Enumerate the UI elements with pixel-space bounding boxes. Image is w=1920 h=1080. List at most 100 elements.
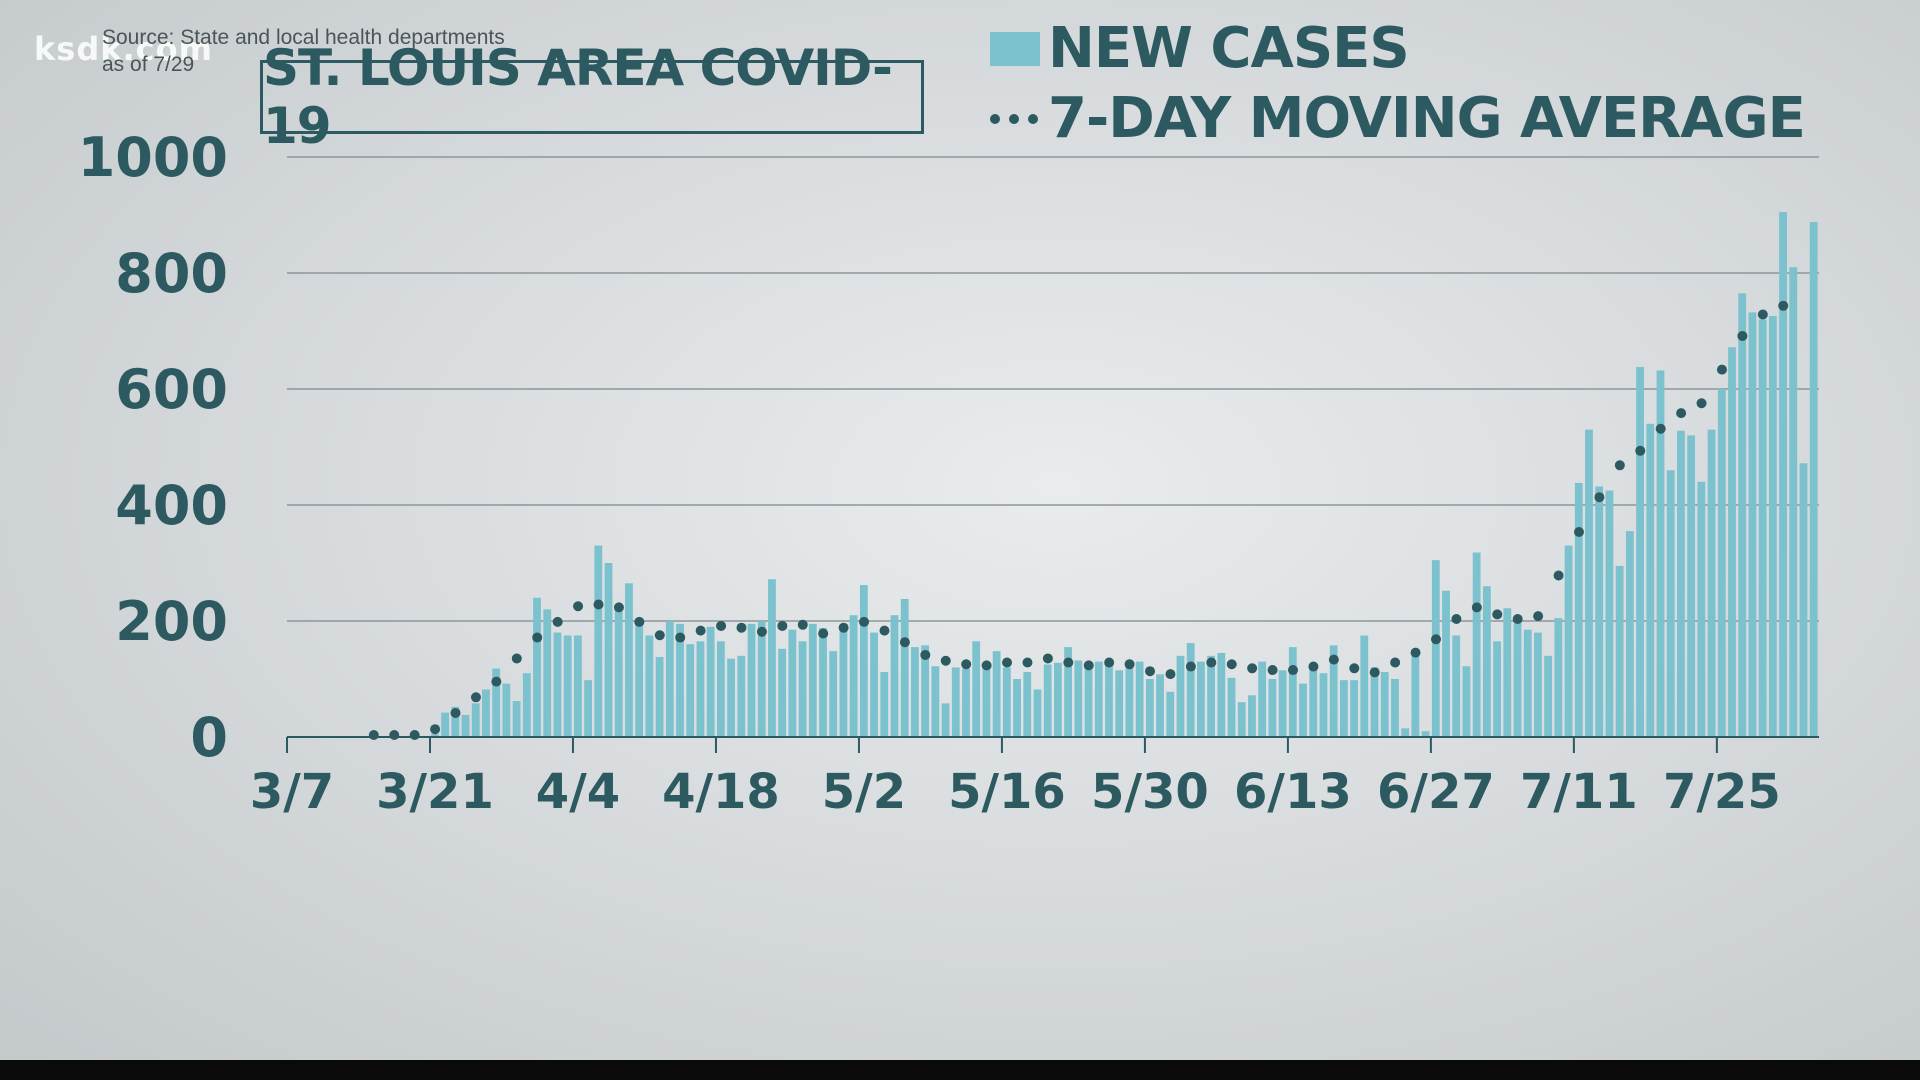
moving-average-point xyxy=(736,622,747,633)
bar xyxy=(584,680,592,737)
bar xyxy=(1094,661,1103,737)
moving-average-point xyxy=(1410,647,1421,658)
bar xyxy=(1248,695,1256,737)
moving-average-point xyxy=(634,616,645,627)
bar xyxy=(1074,660,1083,737)
moving-average-point xyxy=(716,620,727,631)
moving-average-point xyxy=(368,730,379,740)
moving-average-point xyxy=(593,599,604,610)
moving-average-point xyxy=(1288,665,1299,676)
bar xyxy=(1615,565,1624,737)
moving-average-point xyxy=(1553,570,1564,581)
bar xyxy=(1237,702,1246,737)
bar xyxy=(1564,545,1573,737)
bar xyxy=(1707,429,1716,737)
bar xyxy=(1625,531,1634,737)
bar xyxy=(1002,667,1011,737)
bar xyxy=(1758,319,1767,737)
bar xyxy=(461,714,470,737)
bar xyxy=(1064,647,1073,737)
legend-new-cases: NEW CASES xyxy=(990,16,1410,81)
bar xyxy=(563,635,572,737)
bar xyxy=(1717,389,1726,737)
moving-average-point xyxy=(1716,364,1727,375)
bar xyxy=(962,668,970,737)
bar xyxy=(1268,679,1277,737)
x-tick-label: 4/4 xyxy=(536,764,620,820)
bar xyxy=(1544,655,1553,737)
bar xyxy=(1084,667,1093,737)
bar xyxy=(645,635,654,737)
bar xyxy=(1054,662,1062,737)
moving-average-point xyxy=(552,616,563,627)
x-tick-label: 3/21 xyxy=(376,764,494,820)
bar xyxy=(1534,632,1542,737)
bar xyxy=(921,645,930,737)
moving-average-point xyxy=(899,637,910,648)
y-tick-label: 600 xyxy=(115,358,228,421)
moving-average-point xyxy=(389,730,400,740)
bar xyxy=(972,641,981,737)
bar xyxy=(573,635,582,737)
bar xyxy=(1666,470,1675,737)
bar xyxy=(430,734,439,737)
moving-average-point xyxy=(1614,460,1625,471)
moving-average-point xyxy=(450,707,461,718)
bar xyxy=(768,579,776,737)
bar xyxy=(1033,689,1042,737)
bar xyxy=(1288,647,1297,737)
bottom-bar xyxy=(0,1060,1920,1080)
moving-average-point xyxy=(1390,657,1401,668)
bar xyxy=(757,621,766,737)
moving-average-point xyxy=(859,616,870,627)
bar xyxy=(1023,672,1032,737)
bar xyxy=(594,545,603,737)
moving-average-point xyxy=(797,619,808,630)
moving-average-point xyxy=(1063,657,1074,668)
x-tick-label: 7/11 xyxy=(1520,764,1638,820)
bar xyxy=(665,621,674,737)
moving-average-point xyxy=(573,601,584,612)
moving-average-point xyxy=(1145,666,1156,677)
bar xyxy=(1186,643,1195,737)
bar xyxy=(737,655,746,737)
bar xyxy=(1105,662,1113,737)
y-tick-label: 1000 xyxy=(78,126,228,189)
bar xyxy=(890,615,899,737)
ksdk-watermark: ksdk.com xyxy=(34,30,213,68)
bar xyxy=(1554,618,1563,737)
moving-average-point xyxy=(920,649,931,660)
bar xyxy=(1523,629,1532,737)
moving-average-point xyxy=(1185,661,1196,672)
bar xyxy=(1595,486,1604,737)
bar xyxy=(471,703,480,737)
moving-average-point xyxy=(1247,663,1258,674)
moving-average-point xyxy=(1369,667,1380,678)
bar xyxy=(1217,652,1226,737)
bar xyxy=(911,647,919,737)
bar xyxy=(1125,660,1134,737)
bar xyxy=(614,606,623,737)
bar xyxy=(1431,560,1440,737)
moving-average-point xyxy=(1676,408,1687,419)
moving-average-point xyxy=(818,628,829,639)
moving-average-point xyxy=(654,630,665,641)
bar xyxy=(839,626,848,737)
moving-average-point xyxy=(1512,614,1523,624)
bar xyxy=(1656,370,1665,737)
bar xyxy=(492,668,501,737)
legend-moving-average-label: 7-DAY MOVING AVERAGE xyxy=(1048,86,1806,151)
bar xyxy=(716,641,725,737)
x-tick-label: 5/16 xyxy=(948,764,1066,820)
bar xyxy=(982,664,991,737)
bar xyxy=(788,629,797,737)
bar xyxy=(706,626,715,737)
bar xyxy=(1748,312,1757,737)
bar xyxy=(686,644,695,737)
moving-average-point xyxy=(1573,527,1584,537)
y-tick-label: 400 xyxy=(115,474,228,537)
moving-average-point xyxy=(1206,657,1217,668)
bar xyxy=(441,712,450,737)
bar xyxy=(1196,661,1205,737)
moving-average-point xyxy=(511,653,522,664)
